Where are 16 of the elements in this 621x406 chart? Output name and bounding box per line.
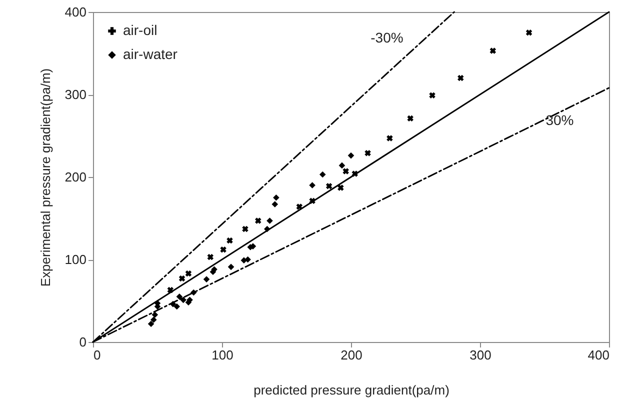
x-tick-label: 0: [94, 348, 101, 362]
y-tick-label: 0: [79, 334, 86, 350]
y-tick-label: 100: [64, 252, 86, 267]
y-tick-label: 400: [64, 4, 86, 20]
x-tick-label: 400: [588, 348, 610, 362]
legend-label: air-water: [123, 46, 178, 62]
y-tick-label: 300: [64, 87, 86, 102]
x-tick-label: 100: [212, 348, 234, 362]
y-axis-title: Experimental pressure gradient(pa/m): [38, 68, 53, 287]
y-tick-label: 200: [64, 170, 86, 184]
x-tick-label: 200: [340, 348, 362, 362]
legend-label: air-oil: [123, 22, 158, 38]
series-label: -30%: [370, 29, 404, 46]
x-tick-label: 300: [470, 348, 492, 362]
series-label: 30%: [546, 112, 574, 128]
x-axis-title: predicted pressure gradient(pa/m): [254, 382, 450, 398]
